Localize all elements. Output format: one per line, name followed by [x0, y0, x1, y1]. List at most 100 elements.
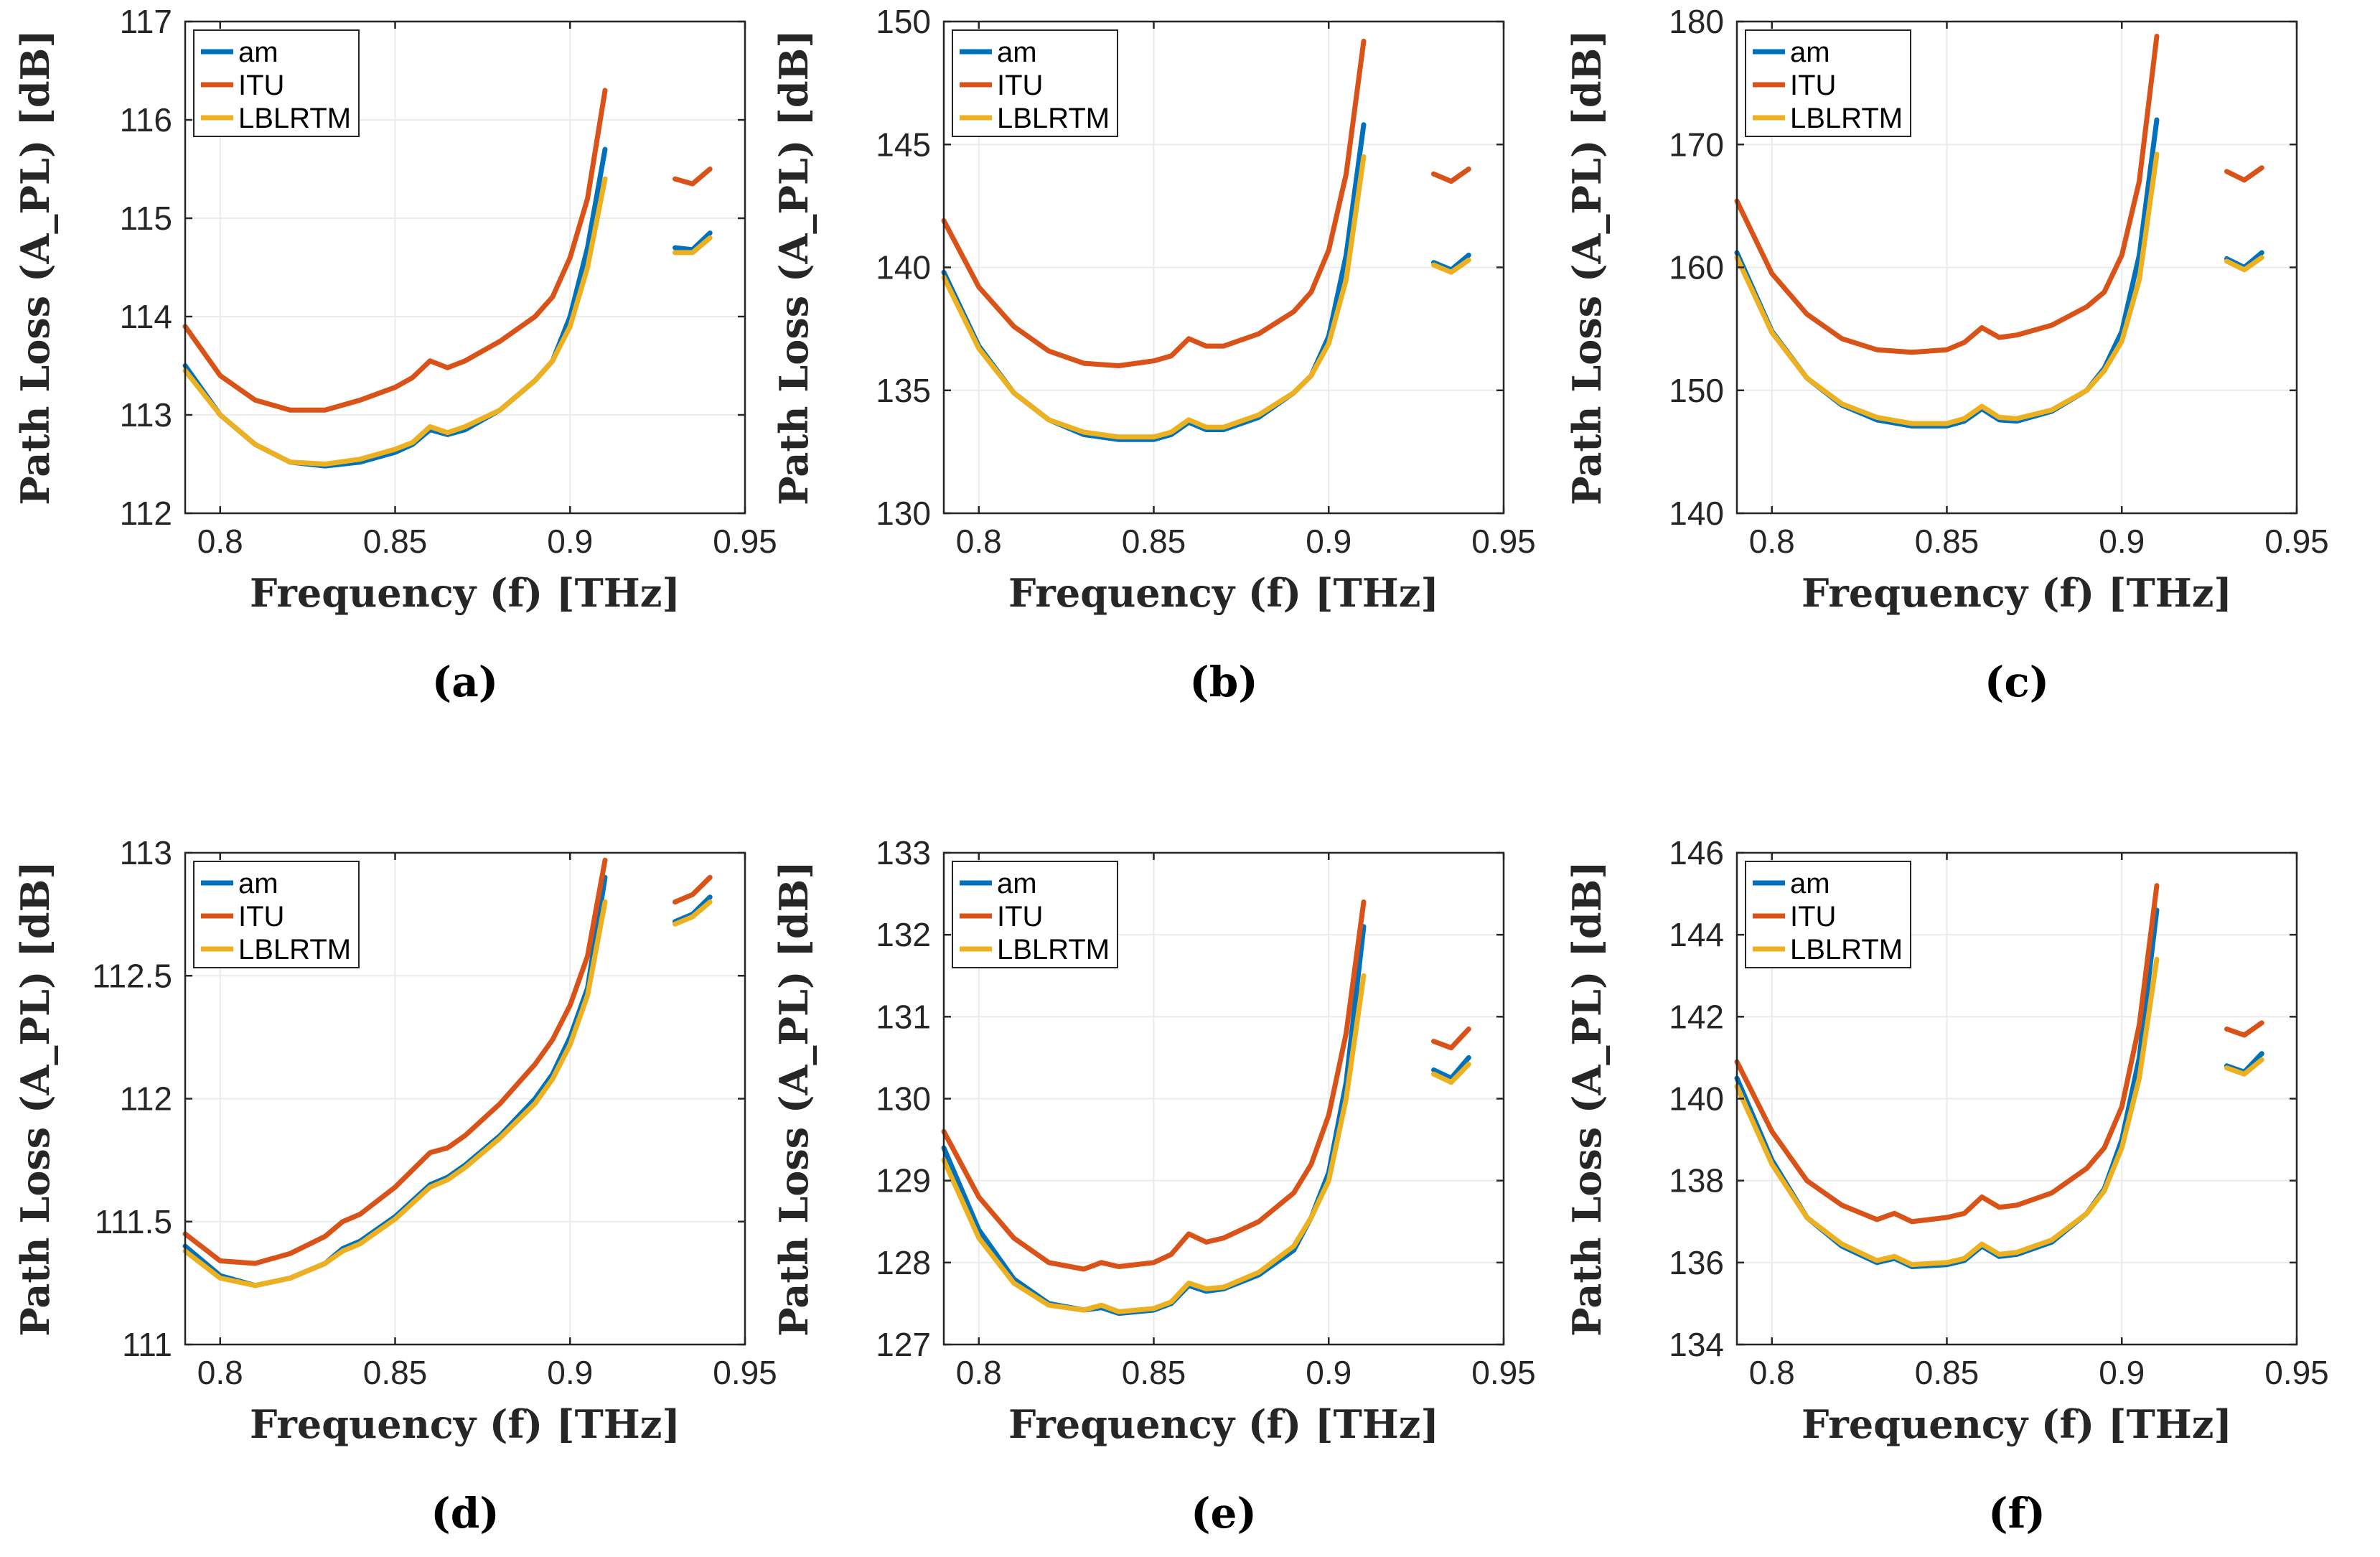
- y-tick-label: 134: [1669, 1326, 1724, 1363]
- x-tick-label: 0.85: [1122, 523, 1186, 560]
- x-tick-label: 0.9: [547, 523, 593, 560]
- y-tick-label: 145: [876, 126, 931, 163]
- x-axis-title: Frequency (f) [THz]: [1802, 1401, 2232, 1447]
- legend-label-itu: ITU: [238, 901, 284, 932]
- x-tick-label: 0.85: [1915, 523, 1980, 560]
- y-tick-label: 111: [122, 1326, 172, 1363]
- y-tick-label: 150: [876, 3, 931, 40]
- panel-label: (b): [1189, 658, 1257, 706]
- legend-label-lblrtm: LBLRTM: [997, 103, 1110, 134]
- x-tick-label: 0.8: [956, 1354, 1002, 1391]
- y-tick-label: 138: [1669, 1162, 1724, 1200]
- series-lblrtm-line: [1734, 956, 2160, 1268]
- series-itu-line: [182, 857, 608, 1266]
- panel-e: 0.8 0.85 0.9 0.95 127 128 129 130 131 132 133 Frequ…: [771, 834, 1536, 1538]
- panel-b: 0.8 0.85 0.9 0.95 130 135 140 145 150 Frequency (…: [771, 3, 1536, 706]
- panel-d: 0.8 0.85 0.9 0.95 111 111.5 112 112.5 113 Frequen…: [12, 834, 777, 1538]
- y-tick-label: 140: [1669, 1080, 1724, 1118]
- legend-label-am: am: [997, 37, 1037, 68]
- legend-label-itu: ITU: [1790, 70, 1836, 101]
- x-axis-title: Frequency (f) [THz]: [1802, 570, 2232, 616]
- series-lblrtm-line: [182, 899, 608, 1289]
- y-tick-label: 130: [876, 495, 931, 532]
- x-tick-label: 0.9: [547, 1354, 593, 1391]
- panel-f: 0.8 0.85 0.9 0.95 134 136 138 140 142 144 146 Frequ…: [1564, 834, 2329, 1538]
- series-am-line: [1431, 1055, 1471, 1081]
- series-itu-line: [1431, 167, 1471, 184]
- y-tick-label: 150: [1669, 372, 1724, 409]
- y-tick-label: 113: [120, 396, 172, 434]
- panel-label: (f): [1988, 1489, 2046, 1538]
- y-tick-label: 128: [876, 1244, 931, 1281]
- x-tick-label: 0.95: [1471, 1354, 1536, 1391]
- legend-label-itu: ITU: [997, 901, 1043, 932]
- panel-a: 0.8 0.85 0.9 0.95 112 113 114 115 116 117 Frequenc…: [12, 3, 777, 706]
- x-tick-label: 0.95: [2264, 1354, 2329, 1391]
- x-tick-label: 0.85: [363, 1354, 428, 1391]
- series-itu-line: [941, 899, 1367, 1272]
- y-tick-label: 140: [876, 249, 931, 286]
- axes-box: [184, 20, 746, 515]
- y-tick-label: 114: [120, 298, 172, 335]
- y-axis-title: Path Loss (A_PL) [dB]: [12, 861, 58, 1337]
- x-tick-label: 0.9: [1306, 523, 1351, 560]
- x-tick-label: 0.9: [2099, 1354, 2145, 1391]
- y-tick-label: 132: [876, 916, 931, 953]
- series-itu-line: [673, 167, 713, 187]
- x-tick-label: 0.8: [197, 1354, 243, 1391]
- x-tick-label: 0.85: [1915, 1354, 1980, 1391]
- y-tick-label: 113: [120, 834, 172, 871]
- panel-label: (a): [432, 658, 498, 706]
- y-tick-label: 144: [1669, 916, 1724, 953]
- y-tick-label: 115: [120, 200, 172, 237]
- legend-label-lblrtm: LBLRTM: [1790, 934, 1903, 965]
- y-axis-title: Path Loss (A_PL) [dB]: [771, 29, 817, 505]
- y-tick-label: 135: [876, 372, 931, 409]
- series-lblrtm-line: [941, 973, 1367, 1314]
- legend-label-itu: ITU: [238, 70, 284, 101]
- x-tick-label: 0.95: [713, 1354, 777, 1391]
- legend-label-am: am: [997, 868, 1037, 899]
- series-lblrtm-line: [2224, 1057, 2264, 1077]
- y-tick-label: 142: [1669, 998, 1724, 1035]
- y-tick-label: 112: [120, 495, 172, 532]
- series-lblrtm-line: [941, 154, 1367, 440]
- legend-label-am: am: [238, 37, 278, 68]
- legend-label-lblrtm: LBLRTM: [238, 103, 351, 134]
- y-tick-label: 146: [1669, 834, 1724, 871]
- x-axis-title: Frequency (f) [THz]: [1008, 570, 1439, 616]
- series-itu-line: [2224, 165, 2264, 183]
- legend-label-am: am: [238, 868, 278, 899]
- y-axis-title: Path Loss (A_PL) [dB]: [1564, 861, 1610, 1337]
- legend-label-lblrtm: LBLRTM: [238, 934, 351, 965]
- series-lblrtm-line: [673, 235, 713, 256]
- x-tick-label: 0.8: [956, 523, 1002, 560]
- y-tick-label: 112: [120, 1080, 172, 1118]
- x-axis-title: Frequency (f) [THz]: [250, 570, 680, 616]
- y-tick-label: 140: [1669, 495, 1724, 532]
- series-lblrtm-line: [2224, 255, 2264, 273]
- legend-label-am: am: [1790, 37, 1830, 68]
- y-axis-title: Path Loss (A_PL) [dB]: [1564, 29, 1610, 505]
- series-lblrtm-line: [673, 899, 713, 927]
- y-tick-label: 129: [876, 1162, 931, 1200]
- y-tick-label: 180: [1669, 3, 1724, 40]
- x-tick-label: 0.85: [1122, 1354, 1186, 1391]
- panel-label: (e): [1191, 1489, 1257, 1538]
- y-tick-label: 111.5: [95, 1203, 172, 1240]
- x-tick-label: 0.9: [2099, 523, 2145, 560]
- legend-label-lblrtm: LBLRTM: [997, 934, 1110, 965]
- x-tick-label: 0.9: [1306, 1354, 1351, 1391]
- y-tick-label: 117: [120, 3, 172, 40]
- y-tick-label: 160: [1669, 249, 1724, 286]
- x-axis-title: Frequency (f) [THz]: [1008, 1401, 1439, 1447]
- x-tick-label: 0.8: [1749, 523, 1795, 560]
- series-itu-line: [1734, 883, 2160, 1225]
